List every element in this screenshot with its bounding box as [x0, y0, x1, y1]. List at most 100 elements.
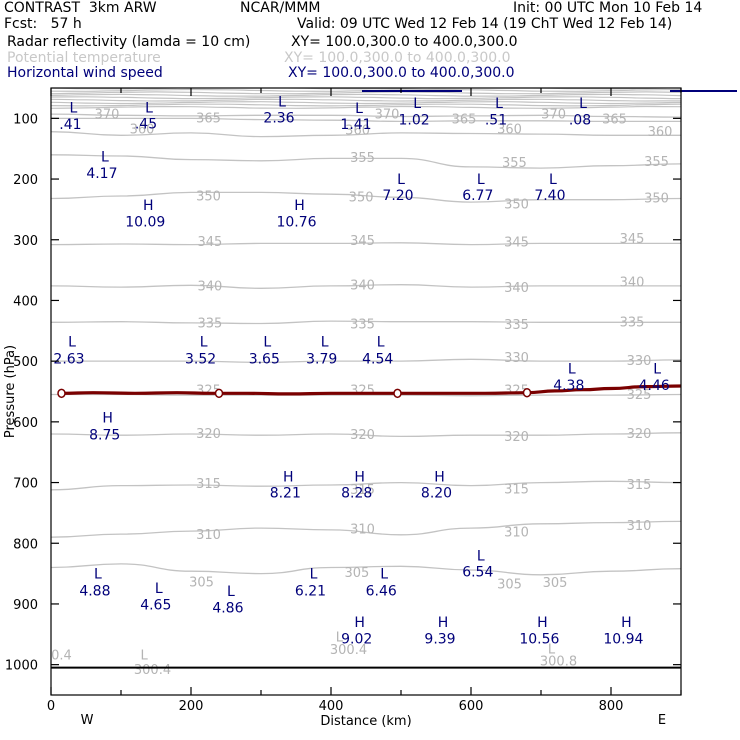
theta-label: 320	[504, 430, 529, 445]
theta-label: 345	[350, 234, 375, 249]
theta-contour-355	[51, 154, 681, 169]
wind-extremum-high-marker: H	[283, 469, 294, 485]
legend-theta-name: Potential temperature	[7, 50, 161, 66]
wind-extremum-low-marker: L	[477, 172, 485, 188]
theta-label: 350	[349, 191, 374, 206]
wind-extremum-value: 10.76	[276, 214, 316, 230]
y-axis-tick-label: 500	[13, 355, 38, 370]
theta-label: 330	[504, 351, 529, 366]
legend-wind-xy: XY= 100.0,300.0 to 400.0,300.0	[288, 65, 515, 81]
wind-extremum-value: 10.56	[519, 631, 559, 647]
forecast-hour: Fcst: 57 h	[4, 16, 82, 32]
wind-extremum-low-marker: L	[101, 150, 109, 166]
theta-label: 305	[189, 575, 214, 590]
wind-extremum-low-marker: L	[310, 567, 318, 583]
y-axis-tick-label: 800	[13, 537, 38, 552]
x-axis-tick-label: 800	[599, 699, 624, 714]
theta-label: 320	[627, 427, 652, 442]
theta-contour-360	[51, 131, 681, 138]
theta-label: 340	[197, 279, 222, 294]
theta-label: 315	[627, 478, 652, 493]
reflectivity-contour-marker	[214, 388, 224, 399]
theta-top-band-line	[51, 98, 681, 102]
theta-top-band-line	[51, 105, 681, 109]
wind-extremum-value: .41	[59, 117, 81, 133]
wind-extremum-high-marker: H	[621, 615, 632, 631]
organization: NCAR/MMM	[240, 0, 321, 16]
theta-contour-305	[51, 563, 681, 576]
theta-label: 300.4	[330, 643, 367, 658]
x-axis-label: Distance (km)	[320, 714, 411, 729]
theta-contour-370	[51, 113, 681, 118]
theta-label: 360	[345, 123, 370, 138]
theta-label: 355	[644, 155, 669, 170]
wind-extremum-low-marker: L	[380, 567, 388, 583]
theta-label: 340	[504, 281, 529, 296]
reflectivity-contour-marker	[57, 388, 66, 399]
wind-extremum-low-marker: L	[397, 172, 405, 188]
wind-extremum-low-marker: L	[278, 94, 286, 110]
y-axis-tick-label: 1000	[5, 659, 38, 674]
wind-extremum-value: 8.21	[270, 486, 301, 502]
theta-contour-330	[51, 358, 681, 364]
legend-reflectivity-name: Radar reflectivity (lamda = 10 cm)	[7, 34, 251, 50]
wind-extremum-value: .08	[569, 112, 591, 128]
y-axis-tick-label: 400	[13, 294, 38, 309]
theta-label: 370	[95, 107, 120, 122]
wind-extremum-value: 6.46	[366, 583, 397, 599]
x-axis-tick-label: 600	[459, 699, 484, 714]
x-axis-tick-label: 400	[319, 699, 344, 714]
wind-extremum-low-marker: L	[355, 101, 363, 117]
theta-low-marker: L	[140, 648, 148, 663]
wind-extremum-value: 9.02	[341, 631, 372, 647]
y-axis-label: Pressure (hPa)	[3, 345, 18, 438]
wind-extremum-value: 9.39	[424, 631, 455, 647]
theta-label: 345	[504, 236, 529, 251]
x-axis-tick-label: 0	[47, 699, 55, 714]
wind-extremum-value: 4.46	[639, 378, 670, 394]
theta-label: 360	[497, 123, 522, 138]
wind-extremum-value: 4.38	[553, 378, 584, 394]
theta-top-band-line	[51, 91, 681, 95]
y-axis-tick-label: 100	[13, 112, 38, 127]
y-axis-tick-label: 700	[13, 477, 38, 492]
wind-extremum-value: 2.63	[53, 352, 84, 368]
theta-contour-320	[51, 432, 681, 438]
legend-wind-name: Horizontal wind speed	[7, 65, 163, 81]
wind-extremum-value: 1.41	[340, 117, 371, 133]
theta-label: 315	[196, 477, 221, 492]
wind-extremum-value: 10.09	[125, 214, 165, 230]
wind-extremum-value: 4.65	[140, 597, 171, 613]
wind-extremum-high-marker: H	[434, 469, 445, 485]
reflectivity-contour-marker	[522, 387, 532, 398]
theta-low-marker: L	[336, 631, 344, 646]
theta-label: 335	[504, 318, 529, 333]
wind-extremum-low-marker: L	[477, 548, 485, 564]
theta-label: 340	[350, 279, 375, 294]
init-time: Init: 00 UTC Mon 10 Feb 14	[513, 0, 703, 16]
theta-contour-315	[51, 480, 681, 491]
theta-label: 340	[620, 276, 645, 291]
wind-extremum-value: 8.75	[89, 427, 120, 443]
theta-top-band-line	[51, 93, 681, 97]
x-axis-west-label: W	[81, 713, 94, 728]
theta-label: 350	[644, 191, 669, 206]
theta-label: 305	[497, 577, 522, 592]
y-axis-tick-label: 600	[13, 416, 38, 431]
theta-label: 310	[196, 528, 221, 543]
wind-extremum-low-marker: L	[69, 100, 77, 116]
wind-extremum-value: 4.54	[362, 352, 393, 368]
wind-extremum-value: 3.79	[306, 352, 337, 368]
theta-top-band-line	[51, 96, 681, 100]
theta-label: 370	[375, 107, 400, 122]
theta-label: 350	[504, 197, 529, 212]
wind-extremum-value: 3.65	[249, 352, 280, 368]
theta-label: 325	[350, 384, 375, 399]
wind-extremum-value: 6.54	[462, 565, 493, 581]
theta-contour-345	[51, 242, 681, 246]
theta-label: 365	[452, 112, 477, 127]
wind-extremum-high-marker: H	[102, 411, 113, 427]
wind-extremum-low-marker: L	[145, 100, 153, 116]
wind-extremum-low-marker: L	[579, 96, 587, 112]
